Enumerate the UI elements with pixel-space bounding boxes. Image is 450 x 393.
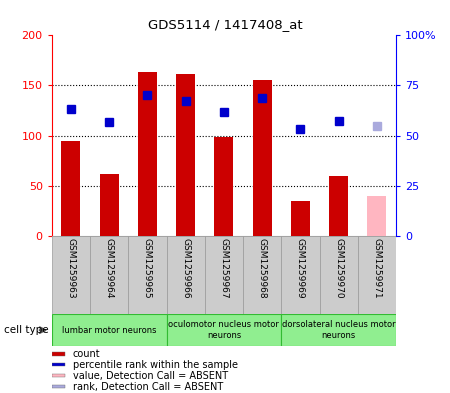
Bar (176, 74, 195, 236)
Bar (61, 141, 81, 236)
Bar (52, 236, 90, 314)
Bar (99, 174, 119, 236)
Text: count: count (73, 349, 100, 359)
Bar (166, 314, 281, 346)
Bar (90, 236, 128, 314)
Bar (252, 81, 272, 236)
Bar (138, 72, 157, 236)
Text: lumbar motor neurons: lumbar motor neurons (62, 326, 157, 334)
Text: dorsolateral nucleus motor
neurons: dorsolateral nucleus motor neurons (282, 320, 396, 340)
Bar (52, 385, 65, 388)
Bar (166, 236, 205, 314)
Text: GSM1259966: GSM1259966 (181, 238, 190, 299)
Text: GDS5114 / 1417408_at: GDS5114 / 1417408_at (148, 18, 302, 31)
Bar (52, 314, 166, 346)
Text: GSM1259967: GSM1259967 (220, 238, 228, 299)
Text: GSM1259968: GSM1259968 (257, 238, 266, 299)
Text: percentile rank within the sample: percentile rank within the sample (73, 360, 238, 370)
Bar (320, 236, 358, 314)
Bar (52, 353, 65, 356)
Bar (52, 363, 65, 366)
Bar (52, 374, 65, 377)
Text: GSM1259963: GSM1259963 (67, 238, 76, 299)
Bar (128, 236, 166, 314)
Text: rank, Detection Call = ABSENT: rank, Detection Call = ABSENT (73, 382, 223, 391)
Bar (281, 236, 320, 314)
Bar (243, 236, 281, 314)
Bar (291, 201, 310, 236)
Text: cell type: cell type (4, 325, 49, 335)
Bar (214, 137, 234, 236)
Bar (367, 196, 387, 236)
Bar (205, 236, 243, 314)
Text: GSM1259969: GSM1259969 (296, 238, 305, 299)
Bar (358, 236, 396, 314)
Bar (281, 314, 396, 346)
Text: GSM1259964: GSM1259964 (104, 238, 113, 299)
Text: GSM1259970: GSM1259970 (334, 238, 343, 299)
Bar (329, 176, 348, 236)
Text: GSM1259971: GSM1259971 (373, 238, 382, 299)
Text: oculomotor nucleus motor
neurons: oculomotor nucleus motor neurons (168, 320, 279, 340)
Text: value, Detection Call = ABSENT: value, Detection Call = ABSENT (73, 371, 228, 381)
Text: GSM1259965: GSM1259965 (143, 238, 152, 299)
